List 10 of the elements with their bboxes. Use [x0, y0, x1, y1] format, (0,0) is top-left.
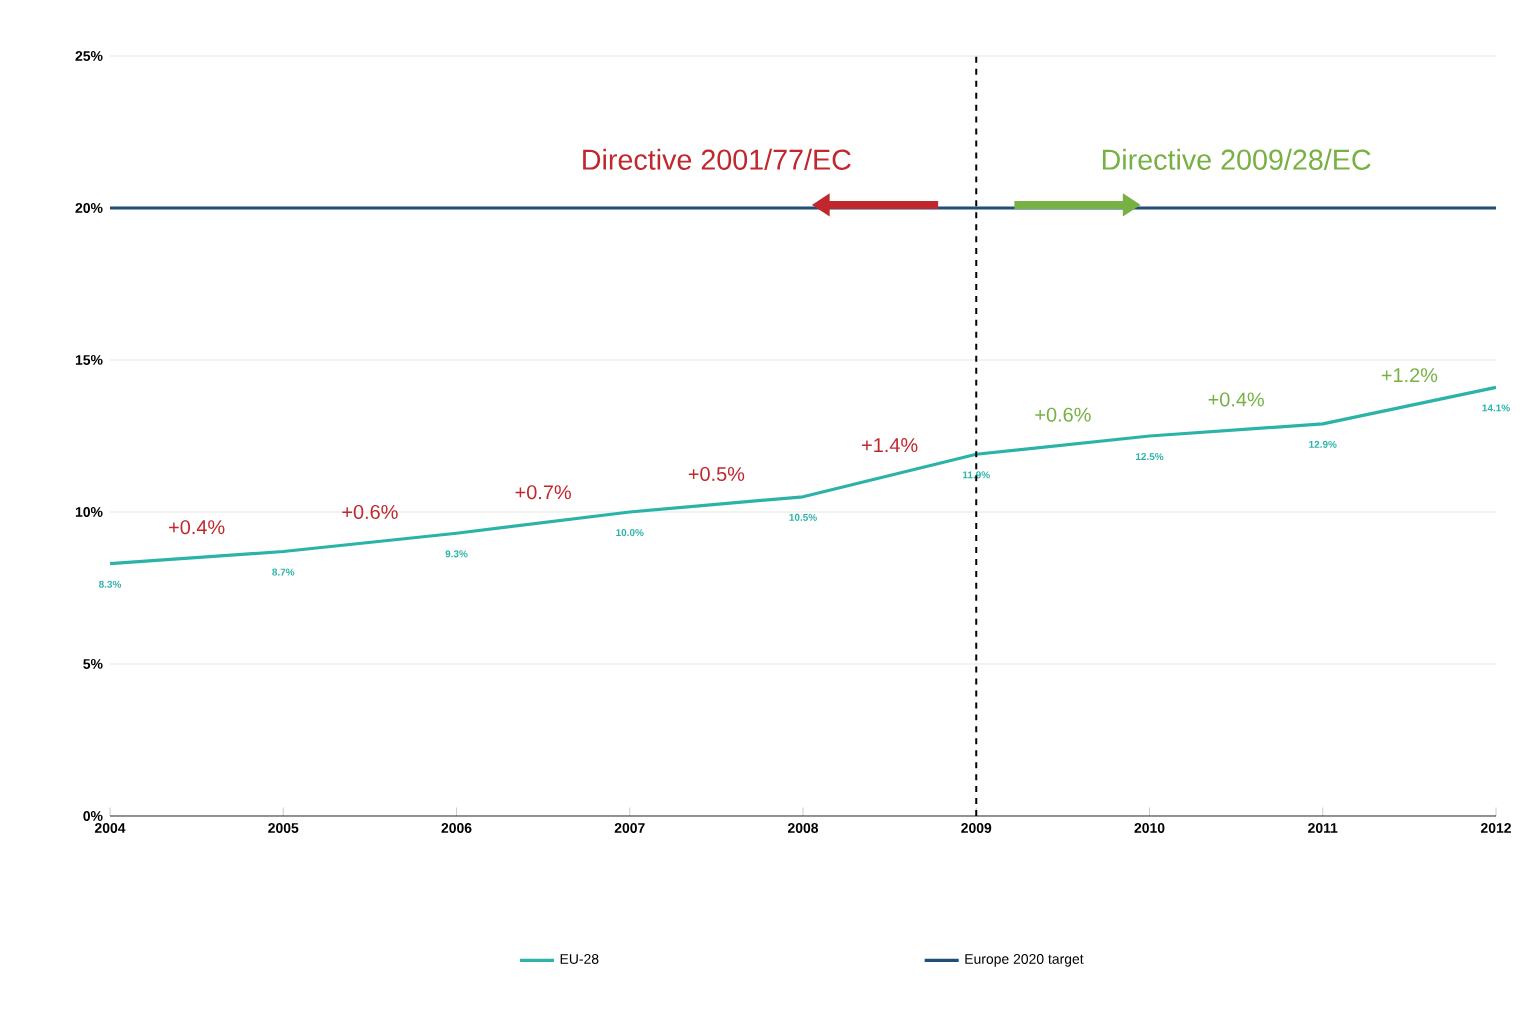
annotation: +0.7%	[515, 485, 571, 500]
annotation: Directive 2009/28/EC	[1102, 148, 1371, 170]
annotation: +1.4%	[862, 438, 918, 453]
annotation: +0.6%	[342, 504, 398, 520]
annotation: +0.4%	[169, 520, 225, 535]
annotation: +0.5%	[688, 466, 745, 482]
annotation: +1.2%	[1381, 368, 1438, 383]
annotation: Directive 2001/77/EC	[583, 148, 851, 170]
annotation: +0.6%	[1035, 407, 1091, 422]
annotation: +0.4%	[1208, 392, 1264, 407]
